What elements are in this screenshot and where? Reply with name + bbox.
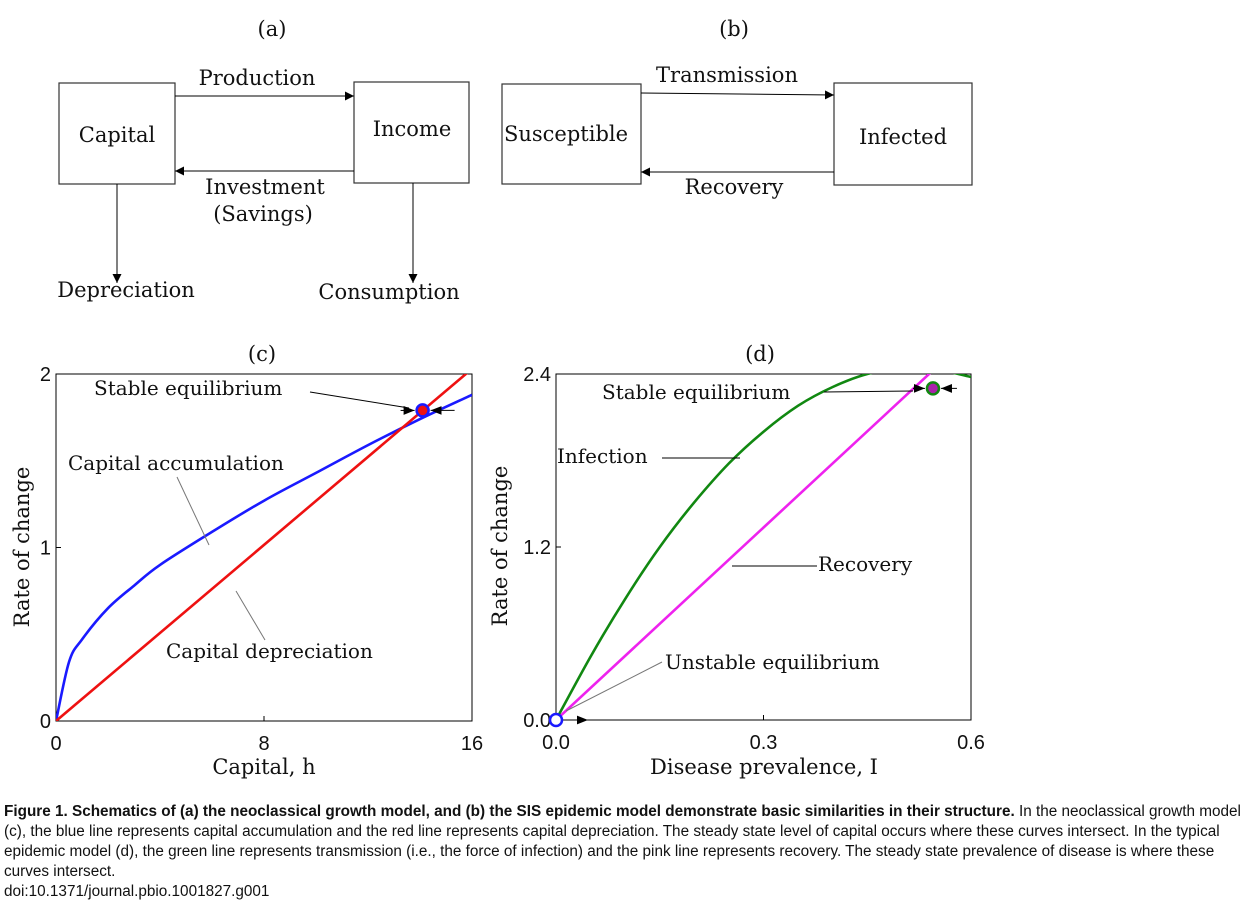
y-tick-label: 2.4	[523, 364, 551, 386]
chart-d-ticks: 0.0 0.3 0.6 0.0 1.2 2.4	[523, 364, 985, 754]
series-line-infection	[556, 374, 971, 720]
susceptible-box	[501, 83, 642, 185]
c-stable-pointer	[309, 391, 410, 409]
recovery-label-b: Recovery	[685, 175, 784, 199]
investment-label: Investment	[205, 175, 325, 199]
consumption-label: Consumption	[318, 280, 459, 304]
d-infection-label: Infection	[557, 444, 648, 468]
chart-d-series	[556, 374, 971, 720]
d-unstable-label: Unstable equilibrium	[665, 650, 880, 674]
caption-doi: doi:10.1371/journal.pbio.1001827.g001	[4, 883, 270, 900]
point-stable-equilibrium	[925, 381, 941, 396]
point-stable-equilibrium	[415, 403, 430, 418]
x-tick-label: 16	[461, 733, 483, 755]
chart-c-xlabel: Capital, h	[212, 755, 315, 779]
y-tick-label: 1.2	[523, 537, 551, 559]
x-tick-label: 8	[258, 733, 269, 755]
x-tick-label: 0	[50, 733, 61, 755]
chart-c-points	[400, 403, 455, 418]
chart-d-xlabel: Disease prevalence, I	[650, 755, 878, 779]
chart-c-ylabel: Rate of change	[10, 467, 34, 628]
series-line-recovery	[556, 374, 931, 720]
c-accumulation-label: Capital accumulation	[68, 451, 284, 475]
y-tick-label: 2	[40, 364, 51, 386]
c-depreciation-label: Capital depreciation	[166, 639, 373, 663]
capital-box	[58, 82, 176, 185]
y-tick-label: 1	[40, 538, 51, 560]
figure-canvas: (a) Capital Income Production Investment…	[10, 17, 985, 779]
chart-c: (c) Rate of change Capital, h 0 8 16 0 1 2 St…	[10, 342, 483, 779]
x-tick-label: 0.3	[750, 732, 778, 754]
panel-a-label: (a)	[258, 17, 287, 41]
c-accumulation-pointer	[176, 476, 210, 546]
y-tick-label: 0	[40, 711, 51, 733]
chart-c-series	[56, 374, 472, 721]
point-unstable-equilibrium	[548, 712, 564, 728]
c-stable-label: Stable equilibrium	[94, 376, 282, 400]
chart-d-title: (d)	[745, 342, 775, 366]
panel-b-diagram: (b) Susceptible Infected Transmission Re…	[501, 17, 973, 199]
x-tick-label: 0.6	[957, 732, 985, 754]
depreciation-label: Depreciation	[57, 278, 195, 302]
figure-caption: Figure 1. Schematics of (a) the neoclass…	[4, 802, 1242, 902]
capital-box-label: Capital	[79, 123, 156, 147]
d-stable-label: Stable equilibrium	[602, 380, 790, 404]
d-recovery-label: Recovery	[818, 552, 913, 576]
chart-d-points	[548, 381, 957, 728]
series-line-capital-accumulation	[56, 393, 472, 721]
chart-c-ticks: 0 8 16 0 1 2	[40, 364, 483, 755]
panel-a-diagram: (a) Capital Income Production Investment…	[57, 17, 470, 304]
series-line-capital-depreciation	[56, 374, 468, 721]
production-label: Production	[199, 66, 316, 90]
income-box	[353, 81, 470, 184]
c-depreciation-pointer	[235, 590, 266, 641]
chart-c-title: (c)	[248, 342, 276, 366]
y-tick-label: 0.0	[523, 710, 551, 732]
x-tick-label: 0.0	[542, 732, 570, 754]
savings-label: (Savings)	[213, 202, 313, 226]
caption-body: In the neoclassical growth model (c), th…	[4, 803, 1241, 880]
caption-title: Figure 1. Schematics of (a) the neoclass…	[4, 803, 1015, 820]
panel-b-label: (b)	[719, 17, 749, 41]
transmission-label: Transmission	[656, 63, 798, 87]
infected-box	[833, 82, 973, 186]
chart-d: (d) Rate of change Disease prevalence, I…	[488, 342, 985, 779]
infected-box-label: Infected	[859, 125, 947, 149]
d-unstable-pointer	[565, 661, 663, 712]
transmission-arrow	[640, 90, 835, 100]
chart-d-annotations: Stable equilibrium Infection Recovery Un…	[557, 380, 914, 712]
income-box-label: Income	[373, 117, 452, 141]
susceptible-box-label: Susceptible	[504, 122, 628, 146]
d-stable-pointer	[823, 390, 914, 393]
chart-d-ylabel: Rate of change	[488, 466, 512, 627]
chart-c-annotations: Stable equilibrium Capital accumulation …	[68, 376, 410, 663]
